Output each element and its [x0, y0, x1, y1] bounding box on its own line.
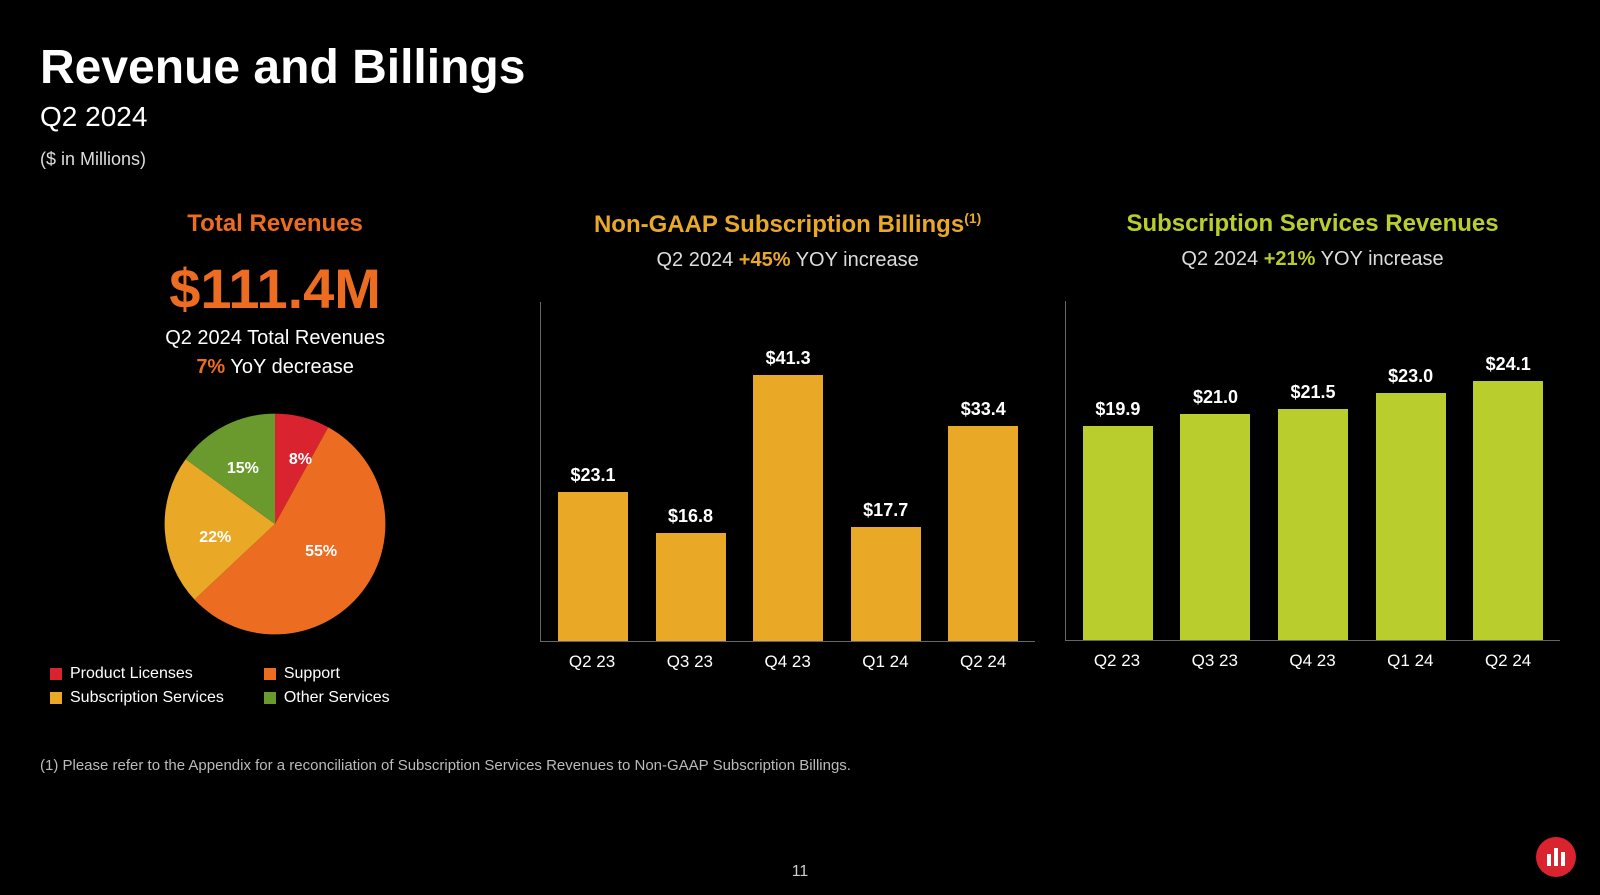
bar-column: $23.0	[1371, 301, 1451, 640]
legend-label: Other Services	[284, 689, 390, 707]
x-axis-label: Q1 24	[846, 652, 926, 672]
bar	[1376, 393, 1446, 640]
legend-item: Other Services	[264, 689, 390, 707]
legend-swatch	[50, 692, 62, 704]
subs-sub-prefix: Q2 2024	[1181, 248, 1263, 270]
x-axis-label: Q3 23	[1175, 651, 1255, 671]
bar	[753, 375, 823, 641]
bar-column: $21.5	[1273, 301, 1353, 640]
subs-bars: $19.9 $21.0 $21.5 $23.0 $24.1	[1078, 301, 1548, 640]
panel-total-revenues: Total Revenues $111.4M Q2 2024 Total Rev…	[40, 210, 510, 707]
legend-swatch	[264, 668, 276, 680]
panel-title-subs: Subscription Services Revenues	[1126, 210, 1498, 238]
page-subtitle: Q2 2024	[40, 101, 1560, 133]
bar-value-label: $23.1	[570, 465, 615, 486]
x-axis-label: Q2 23	[1077, 651, 1157, 671]
legend-swatch	[264, 692, 276, 704]
x-axis-label: Q2 24	[943, 652, 1023, 672]
bar-value-label: $33.4	[961, 399, 1006, 420]
bar	[656, 533, 726, 641]
bar-column: $41.3	[748, 302, 828, 641]
bar	[1473, 381, 1543, 640]
pie-slice-label: 8%	[289, 451, 312, 469]
billings-title-text: Non-GAAP Subscription Billings	[594, 211, 964, 238]
panel-title-billings: Non-GAAP Subscription Billings(1)	[594, 210, 981, 239]
change-suffix: YoY decrease	[225, 356, 354, 378]
bar-value-label: $24.1	[1486, 354, 1531, 375]
x-axis-label: Q1 24	[1370, 651, 1450, 671]
bar-value-label: $41.3	[766, 348, 811, 369]
legend-label: Product Licenses	[70, 665, 193, 683]
bar-value-label: $21.5	[1291, 382, 1336, 403]
subs-sub-accent: +21%	[1264, 248, 1316, 270]
subs-x-labels: Q2 23 Q3 23 Q4 23 Q1 24 Q2 24	[1065, 641, 1560, 671]
total-revenue-change: 7% YoY decrease	[196, 356, 354, 379]
pie-slice-label: 22%	[199, 529, 231, 547]
legend-label: Subscription Services	[70, 689, 224, 707]
units-label: ($ in Millions)	[40, 149, 1560, 170]
legend-swatch	[50, 668, 62, 680]
footnote: (1) Please refer to the Appendix for a r…	[40, 757, 1560, 774]
legend-item: Product Licenses	[50, 665, 224, 683]
panel-billings: Non-GAAP Subscription Billings(1) Q2 202…	[540, 210, 1035, 707]
pie-slice-label: 55%	[305, 543, 337, 561]
bar-value-label: $17.7	[863, 500, 908, 521]
legend-item: Subscription Services	[50, 689, 224, 707]
bar	[1278, 409, 1348, 640]
bar-column: $17.7	[846, 302, 926, 641]
billings-subtitle: Q2 2024 +45% YOY increase	[657, 249, 919, 272]
x-axis-label: Q2 23	[552, 652, 632, 672]
bar-column: $23.1	[553, 302, 633, 641]
bar	[948, 426, 1018, 641]
billings-x-labels: Q2 23 Q3 23 Q4 23 Q1 24 Q2 24	[540, 642, 1035, 672]
x-axis-label: Q2 24	[1468, 651, 1548, 671]
subs-subtitle: Q2 2024 +21% YOY increase	[1181, 248, 1443, 271]
panels-row: Total Revenues $111.4M Q2 2024 Total Rev…	[40, 210, 1560, 707]
subs-sub-suffix: YOY increase	[1315, 248, 1443, 270]
billings-chart: $23.1 $16.8 $41.3 $17.7 $33.4	[540, 302, 1035, 642]
pie-chart: 8% 55% 22% 15%	[160, 409, 390, 639]
bar-column: $19.9	[1078, 301, 1158, 640]
billings-bars: $23.1 $16.8 $41.3 $17.7 $33.4	[553, 302, 1023, 641]
pie-slice-label: 15%	[227, 460, 259, 478]
bar-value-label: $21.0	[1193, 387, 1238, 408]
bar-column: $21.0	[1176, 301, 1256, 640]
bar	[1180, 414, 1250, 640]
bar-value-label: $16.8	[668, 506, 713, 527]
billings-sub-prefix: Q2 2024	[657, 249, 739, 271]
page-title: Revenue and Billings	[40, 40, 1560, 95]
x-axis-label: Q4 23	[748, 652, 828, 672]
panel-title-revenues: Total Revenues	[187, 210, 363, 238]
x-axis-label: Q3 23	[650, 652, 730, 672]
subs-chart: $19.9 $21.0 $21.5 $23.0 $24.1	[1065, 301, 1560, 641]
bar-column: $33.4	[943, 302, 1023, 641]
panel-subscription: Subscription Services Revenues Q2 2024 +…	[1065, 210, 1560, 707]
bar	[851, 527, 921, 641]
legend-item: Support	[264, 665, 390, 683]
total-revenue-desc1: Q2 2024 Total Revenues	[165, 327, 385, 350]
change-value: 7%	[196, 356, 225, 378]
bar-value-label: $19.9	[1095, 399, 1140, 420]
page-number: 11	[792, 863, 809, 881]
pie-svg	[160, 409, 390, 639]
bar	[1083, 426, 1153, 640]
bar-column: $24.1	[1468, 301, 1548, 640]
logo-bars	[1547, 848, 1565, 866]
bar	[558, 492, 628, 641]
slide: Revenue and Billings Q2 2024 ($ in Milli…	[0, 0, 1600, 895]
pie-legend: Product Licenses Support Subscription Serv…	[50, 665, 390, 707]
brand-logo-icon	[1536, 837, 1576, 877]
billings-sub-suffix: YOY increase	[791, 249, 919, 271]
bar-value-label: $23.0	[1388, 366, 1433, 387]
billings-sub-accent: +45%	[739, 249, 791, 271]
x-axis-label: Q4 23	[1273, 651, 1353, 671]
bar-column: $16.8	[651, 302, 731, 641]
total-revenue-value: $111.4M	[169, 256, 381, 321]
billings-title-sup: (1)	[964, 210, 981, 226]
legend-label: Support	[284, 665, 340, 683]
header: Revenue and Billings Q2 2024 ($ in Milli…	[40, 40, 1560, 170]
